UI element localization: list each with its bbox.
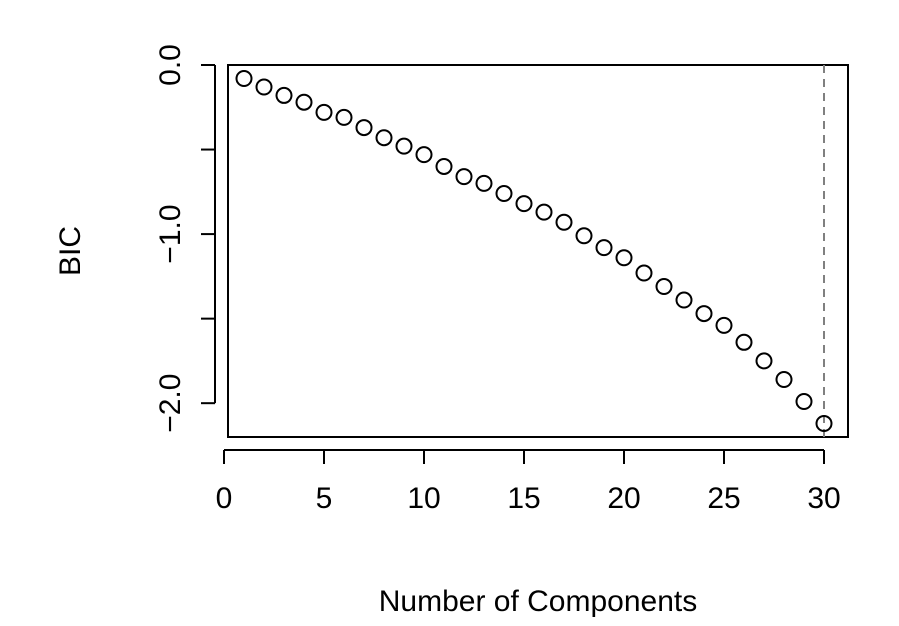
x-axis: 0 5 10 15 20 25 30: [216, 449, 841, 515]
x-tick-label: 25: [707, 482, 740, 515]
data-point: [395, 137, 413, 155]
data-point: [675, 291, 693, 309]
data-point: [595, 239, 613, 257]
data-point: [775, 371, 793, 389]
y-tick-label: 0.0: [154, 44, 187, 86]
data-point: [335, 108, 353, 126]
data-point: [495, 185, 513, 203]
y-tick-label: −1.0: [154, 204, 187, 263]
data-point: [295, 93, 313, 111]
x-tick-label: 5: [316, 482, 333, 515]
data-point: [735, 333, 753, 351]
data-point: [375, 129, 393, 147]
data-point: [555, 213, 573, 231]
plot-box: [227, 64, 849, 438]
data-point: [615, 249, 633, 267]
data-point: [415, 146, 433, 164]
data-point: [575, 227, 593, 245]
data-point: [515, 195, 533, 213]
data-point: [455, 168, 473, 186]
data-point: [715, 316, 733, 334]
data-point: [815, 414, 833, 432]
data-point: [635, 264, 653, 282]
data-point: [355, 119, 373, 137]
data-point: [795, 392, 813, 410]
data-point: [235, 70, 253, 88]
y-tick-label: −2.0: [154, 374, 187, 433]
data-point: [275, 86, 293, 104]
y-axis-label: BIC: [54, 226, 87, 276]
y-axis: 0.0 −1.0 −2.0: [154, 44, 216, 433]
data-point: [255, 78, 273, 96]
data-point: [535, 203, 553, 221]
data-point: [475, 174, 493, 192]
data-point: [315, 103, 333, 121]
data-point: [755, 352, 773, 370]
x-axis-label: Number of Components: [379, 585, 698, 618]
x-tick-label: 15: [507, 482, 540, 515]
x-tick-label: 0: [216, 482, 233, 515]
data-point: [655, 278, 673, 296]
x-tick-label: 20: [607, 482, 640, 515]
data-point: [435, 157, 453, 175]
data-points: [235, 70, 833, 432]
x-tick-label: 10: [407, 482, 440, 515]
data-point: [695, 305, 713, 323]
x-tick-label: 30: [807, 482, 840, 515]
